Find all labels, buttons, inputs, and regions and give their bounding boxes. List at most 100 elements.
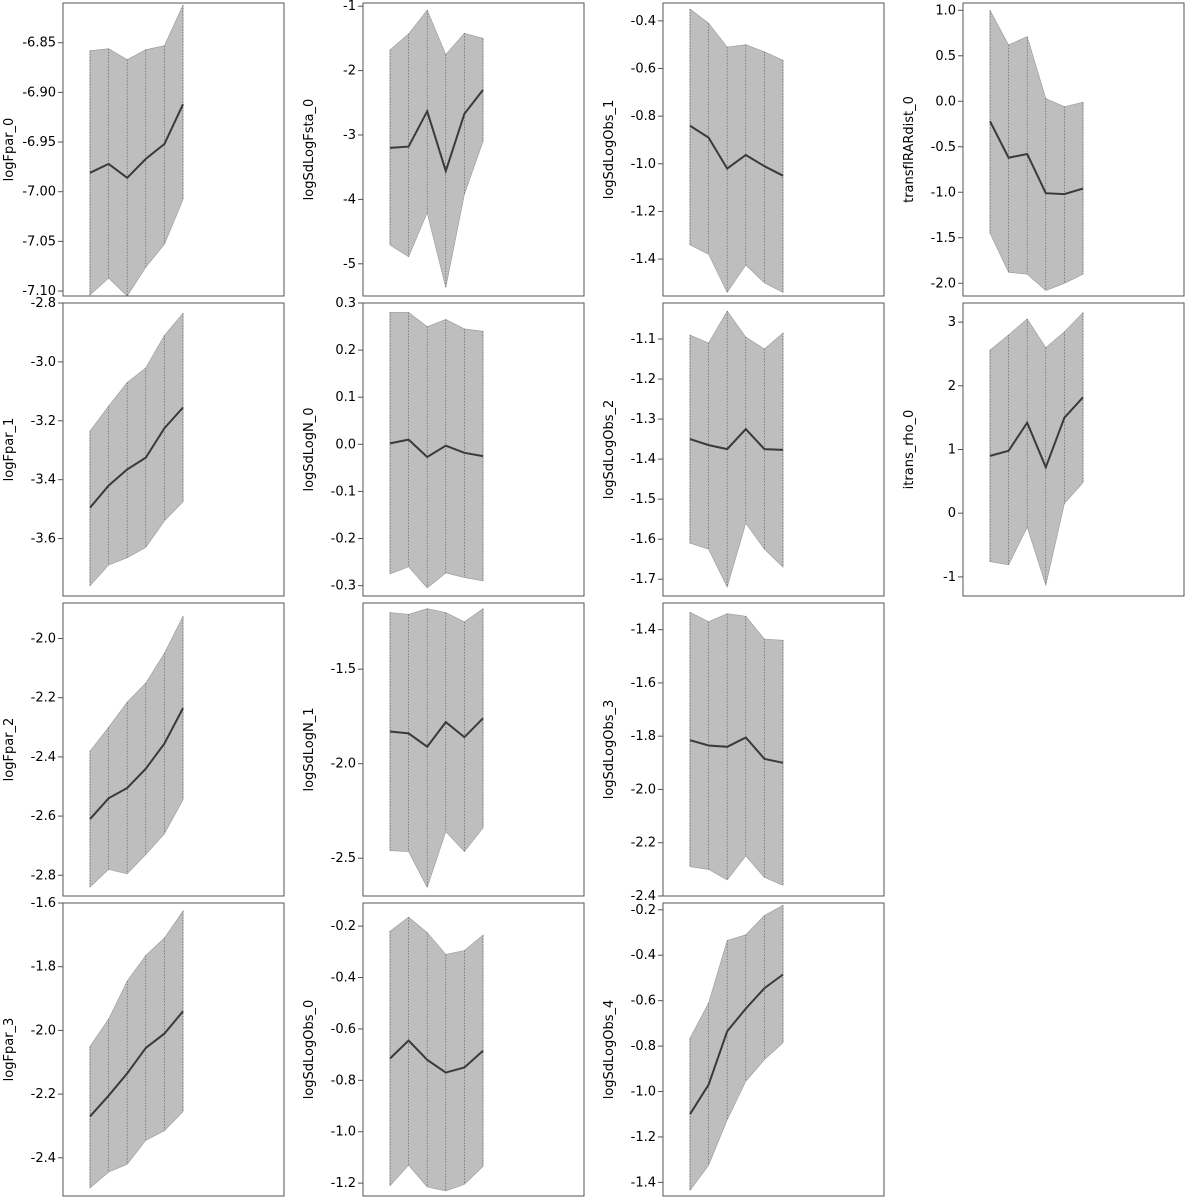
panel-logSdLogObs_3: -1.4 -1.6 -1.8 -2.0 -2.2 -2.4 logSdLogObs_3: [602, 602, 885, 904]
y-axis-label: logSdLogObs_2: [602, 400, 617, 500]
confidence-band: [689, 904, 784, 1192]
confidence-band: [989, 311, 1084, 587]
y-axis-label: logFpar_1: [2, 418, 17, 482]
y-tick-label: -0.1: [331, 484, 356, 499]
y-tick-label: -1.0: [631, 1085, 656, 1100]
panel-logFpar_2: -2.0 -2.2 -2.4 -2.6 -2.8 logFpar_2: [2, 602, 285, 897]
y-tick-label: -1.2: [631, 204, 656, 219]
y-tick-label: -3.4: [31, 473, 56, 488]
y-tick-label: -1.0: [331, 1125, 356, 1140]
y-tick-label: -6.95: [22, 135, 56, 150]
confidence-band: [689, 8, 784, 293]
y-tick-label: -1.6: [631, 676, 656, 691]
y-axis-label: logSdLogFsta_0: [302, 99, 317, 201]
y-tick-label: -0.2: [331, 919, 356, 934]
plot-frame: [362, 302, 585, 597]
y-tick-label: -1.6: [631, 532, 656, 547]
confidence-band: [89, 616, 184, 888]
panel-transfIRARdist_0: 1.0 0.5 0.0 -0.5 -1.0 -1.5 -2.0 transfIRARdist_…: [902, 2, 1185, 297]
y-tick-label: -0.2: [331, 532, 356, 547]
estimate-line: [689, 973, 784, 1115]
y-tick-label: -2.4: [31, 750, 56, 765]
y-tick-label: -0.8: [331, 1073, 356, 1088]
y-tick-label: -2.6: [31, 809, 56, 824]
y-tick-label: -1.0: [631, 157, 656, 172]
estimate-line: [389, 717, 484, 749]
y-tick-label: -2.0: [931, 276, 956, 291]
y-tick-label: -0.6: [631, 62, 656, 77]
y-tick-label: -0.4: [631, 14, 656, 29]
y-tick-label: 1.0: [935, 3, 956, 18]
panel-itrans_rho_0: 3 2 1 0 -1 itrans_rho_0: [902, 302, 1185, 597]
estimate-line: [389, 1039, 484, 1074]
plot-frame: [62, 2, 285, 297]
confidence-band: [689, 310, 784, 589]
y-tick-label: -2.4: [31, 1151, 56, 1166]
estimate-line: [989, 396, 1084, 471]
y-tick-label: -1.2: [631, 372, 656, 387]
y-tick-label: -1.5: [931, 231, 956, 246]
y-tick-label: 0.0: [335, 437, 356, 452]
panel-logFpar_0: -6.85 -6.90 -6.95 -7.00 -7.05 -7.10 logFpar_0: [2, 2, 285, 299]
y-tick-label: -7.05: [22, 234, 56, 249]
y-tick-label: 0: [948, 506, 956, 521]
y-tick-label: 0.3: [335, 296, 356, 311]
y-tick-label: -0.8: [631, 1039, 656, 1054]
y-axis-label: logSdLogObs_3: [602, 700, 617, 800]
plot-frame: [662, 2, 885, 297]
estimate-line: [89, 103, 184, 180]
y-tick-label: -0.3: [331, 579, 356, 594]
y-tick-label: -7.00: [22, 185, 56, 200]
estimate-line: [89, 707, 184, 820]
y-tick-label: -6.90: [22, 85, 56, 100]
y-tick-label: -0.6: [631, 994, 656, 1009]
y-tick-label: -0.4: [331, 971, 356, 986]
confidence-band: [689, 611, 784, 886]
y-tick-label: -0.8: [631, 109, 656, 124]
y-tick-label: -1.5: [331, 662, 356, 677]
y-tick-label: -6.85: [22, 36, 56, 51]
y-tick-label: -1.3: [631, 412, 656, 427]
y-tick-label: 0.2: [335, 343, 356, 358]
y-tick-label: 1: [948, 443, 956, 458]
panel-logSdLogObs_2: -1.1 -1.2 -1.3 -1.4 -1.5 -1.6 -1.7 logSdLogObs_…: [602, 302, 885, 597]
y-tick-label: 0.0: [935, 94, 956, 109]
y-tick-label: -0.6: [331, 1022, 356, 1037]
plot-frame: [62, 602, 285, 897]
y-tick-label: -2.5: [331, 851, 356, 866]
y-tick-label: -4: [343, 192, 356, 207]
y-axis-label: logSdLogObs_1: [602, 100, 617, 200]
estimate-line: [689, 427, 784, 451]
panel-logSdLogN_0: 0.3 0.2 0.1 0.0 -0.1 -0.2 -0.3 logSdLogN_0: [302, 296, 585, 597]
estimate-line: [989, 120, 1084, 196]
y-tick-label: 0.1: [335, 390, 356, 405]
y-tick-label: -1.4: [631, 452, 656, 467]
y-tick-label: -2.2: [631, 836, 656, 851]
y-axis-label: logFpar_2: [2, 718, 17, 782]
y-tick-label: -2: [343, 64, 356, 79]
y-axis-label: logSdLogObs_4: [602, 1000, 617, 1100]
plot-frame: [662, 602, 885, 897]
y-axis-label: logSdLogObs_0: [302, 1000, 317, 1100]
y-tick-label: -1.6: [31, 896, 56, 911]
y-tick-label: -0.5: [931, 140, 956, 155]
plot-frame: [662, 902, 885, 1197]
plot-frame: [662, 302, 885, 597]
confidence-band: [89, 4, 184, 297]
plot-frame: [362, 602, 585, 897]
y-tick-label: -2.0: [31, 632, 56, 647]
panel-logFpar_3: -1.6 -1.8 -2.0 -2.2 -2.4 logFpar_3: [2, 896, 285, 1197]
estimate-line: [389, 438, 484, 459]
panel-logSdLogObs_4: -0.2 -0.4 -0.6 -0.8 -1.0 -1.2 -1.4 logSdLogObs_…: [602, 902, 885, 1197]
y-tick-label: -3.2: [31, 414, 56, 429]
estimate-line: [89, 1010, 184, 1118]
y-tick-label: -2.0: [31, 1023, 56, 1038]
panel-logSdLogObs_1: -0.4 -0.6 -0.8 -1.0 -1.2 -1.4 logSdLogObs_1: [602, 2, 885, 297]
y-tick-label: -1.0: [931, 185, 956, 200]
y-tick-label: -1.2: [631, 1130, 656, 1145]
y-tick-label: -1.2: [331, 1176, 356, 1191]
y-tick-label: -1.8: [31, 960, 56, 975]
y-axis-label: logFpar_3: [2, 1018, 17, 1082]
y-tick-label: -1.4: [631, 1175, 656, 1190]
y-tick-label: -1.4: [631, 252, 656, 267]
